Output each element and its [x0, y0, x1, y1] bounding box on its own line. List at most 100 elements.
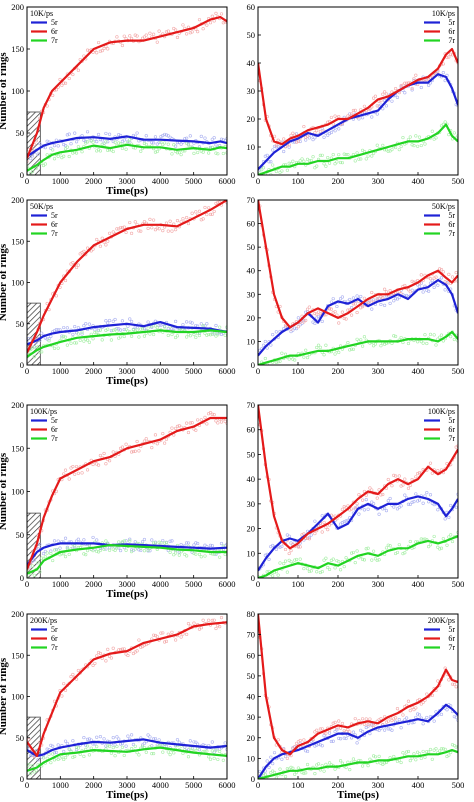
scatter-point-5r: [69, 142, 73, 146]
scatter-point-5r: [82, 538, 86, 542]
scatter-point-6r: [170, 229, 174, 233]
scatter-point-5r: [392, 299, 396, 303]
scatter-point-5r: [269, 160, 273, 164]
scatter-point-7r: [438, 335, 442, 339]
scatter-point-6r: [203, 205, 207, 210]
scatter-point-7r: [113, 754, 117, 758]
scatter-point-6r: [153, 433, 158, 437]
scatter-point-7r: [170, 152, 174, 156]
y-tick-label: 30: [247, 86, 256, 96]
scatter-point-7r: [268, 365, 271, 368]
scatter-point-7r: [313, 166, 317, 170]
scatter-point-5r: [161, 538, 165, 543]
scatter-point-6r: [428, 277, 433, 281]
scatter-point-6r: [298, 738, 302, 743]
scatter-point-7r: [45, 756, 49, 760]
scatter-point-6r: [296, 325, 300, 329]
scatter-point-5r: [349, 736, 354, 740]
scatter-point-6r: [214, 419, 218, 423]
series-line-6r: [27, 416, 227, 570]
scatter-point-5r: [375, 112, 379, 116]
scatter-point-6r: [188, 421, 192, 425]
series-line-7r: [258, 534, 458, 578]
scatter-point-7r: [56, 548, 60, 552]
scatter-point-5r: [439, 276, 444, 280]
scatter-point-5r: [443, 288, 447, 292]
scatter-point-5r: [403, 91, 407, 95]
scatter-point-7r: [203, 331, 207, 335]
scatter-point-6r: [210, 618, 214, 622]
scatter-point-5r: [359, 294, 363, 299]
scatter-point-7r: [74, 745, 79, 750]
scatter-point-7r: [419, 339, 423, 344]
scatter-point-5r: [445, 280, 449, 285]
scatter-point-7r: [397, 148, 401, 152]
series-line-6r: [258, 47, 458, 146]
scatter-point-7r: [166, 142, 170, 146]
scatter-point-7r: [392, 754, 396, 759]
scatter-point-6r: [63, 81, 68, 85]
scatter-point-6r: [100, 236, 104, 240]
scatter-point-5r: [174, 319, 178, 323]
scatter-point-6r: [67, 477, 71, 481]
scatter-point-6r: [196, 418, 200, 422]
scatter-point-7r: [373, 342, 378, 346]
scatter-point-6r: [152, 633, 156, 637]
scatter-point-7r: [30, 169, 35, 174]
y-axis-label: Number of rings: [0, 452, 9, 530]
chart-panel-a-right: 0 100 200 300 400 500 0 10 20 30 40 50 60 10K/ps5r6r7…: [247, 2, 465, 186]
y-tick-label: 0: [20, 774, 24, 784]
scatter-point-6r: [346, 504, 350, 508]
scatter-point-5r: [107, 132, 112, 136]
x-tick-label: 200: [332, 579, 345, 589]
scatter-point-6r: [98, 651, 102, 656]
scatter-point-5r: [416, 712, 420, 716]
scatter-point-6r: [436, 679, 440, 683]
scatter-point-5r: [274, 145, 278, 149]
scatter-point-5r: [432, 285, 436, 289]
scatter-point-5r: [346, 299, 350, 303]
scatter-point-7r: [338, 568, 343, 572]
scatter-point-7r: [427, 544, 431, 549]
scatter-point-6r: [85, 246, 90, 250]
y-tick-label: 20: [247, 524, 256, 534]
scatter-point-7r: [294, 557, 299, 562]
plot-area: [258, 405, 458, 578]
scatter-point-7r: [95, 549, 99, 553]
scatter-point-7r: [146, 326, 150, 330]
scatter-point-7r: [113, 548, 117, 553]
scatter-point-6r: [118, 225, 123, 230]
chart-panel-a-left: 0 1000 2000 3000 4000 5000 6000 0 50 100 150 200 Tim…: [0, 2, 236, 197]
scatter-point-6r: [190, 421, 194, 425]
scatter-point-7r: [342, 152, 346, 156]
scatter-point-7r: [124, 327, 128, 331]
series-line-6r: [27, 621, 227, 758]
scatter-point-6r: [166, 632, 170, 636]
scatter-point-5r: [210, 137, 214, 141]
scatter-point-6r: [164, 30, 169, 34]
scatter-point-6r: [368, 717, 372, 721]
scatter-point-6r: [285, 756, 289, 760]
scatter-point-7r: [115, 546, 119, 550]
scatter-point-5r: [179, 543, 183, 547]
scatter-point-5r: [307, 136, 311, 140]
scatter-point-7r: [129, 747, 134, 751]
y-tick-label: 0: [251, 170, 255, 180]
scatter-point-5r: [153, 737, 158, 741]
scatter-point-7r: [333, 352, 337, 356]
scatter-point-7r: [289, 162, 293, 166]
scatter-point-7r: [175, 151, 180, 155]
scatter-point-6r: [294, 741, 299, 746]
scatter-point-7r: [291, 357, 295, 361]
scatter-point-5r: [45, 337, 49, 341]
chart-panel-b-right: 0 100 200 300 400 500 0 10 20 30 40 50 60 70 50K/ps5r6…: [247, 195, 465, 376]
x-tick-label: 2000: [85, 780, 102, 790]
scatter-point-7r: [425, 750, 429, 754]
scatter-point-5r: [117, 737, 121, 741]
scatter-point-5r: [383, 506, 387, 510]
scatter-point-6r: [349, 507, 354, 511]
scatter-point-7r: [406, 341, 411, 346]
scatter-point-7r: [98, 149, 102, 153]
x-tick-label: 4000: [152, 366, 169, 376]
legend-label-5r: 5r: [448, 625, 455, 634]
